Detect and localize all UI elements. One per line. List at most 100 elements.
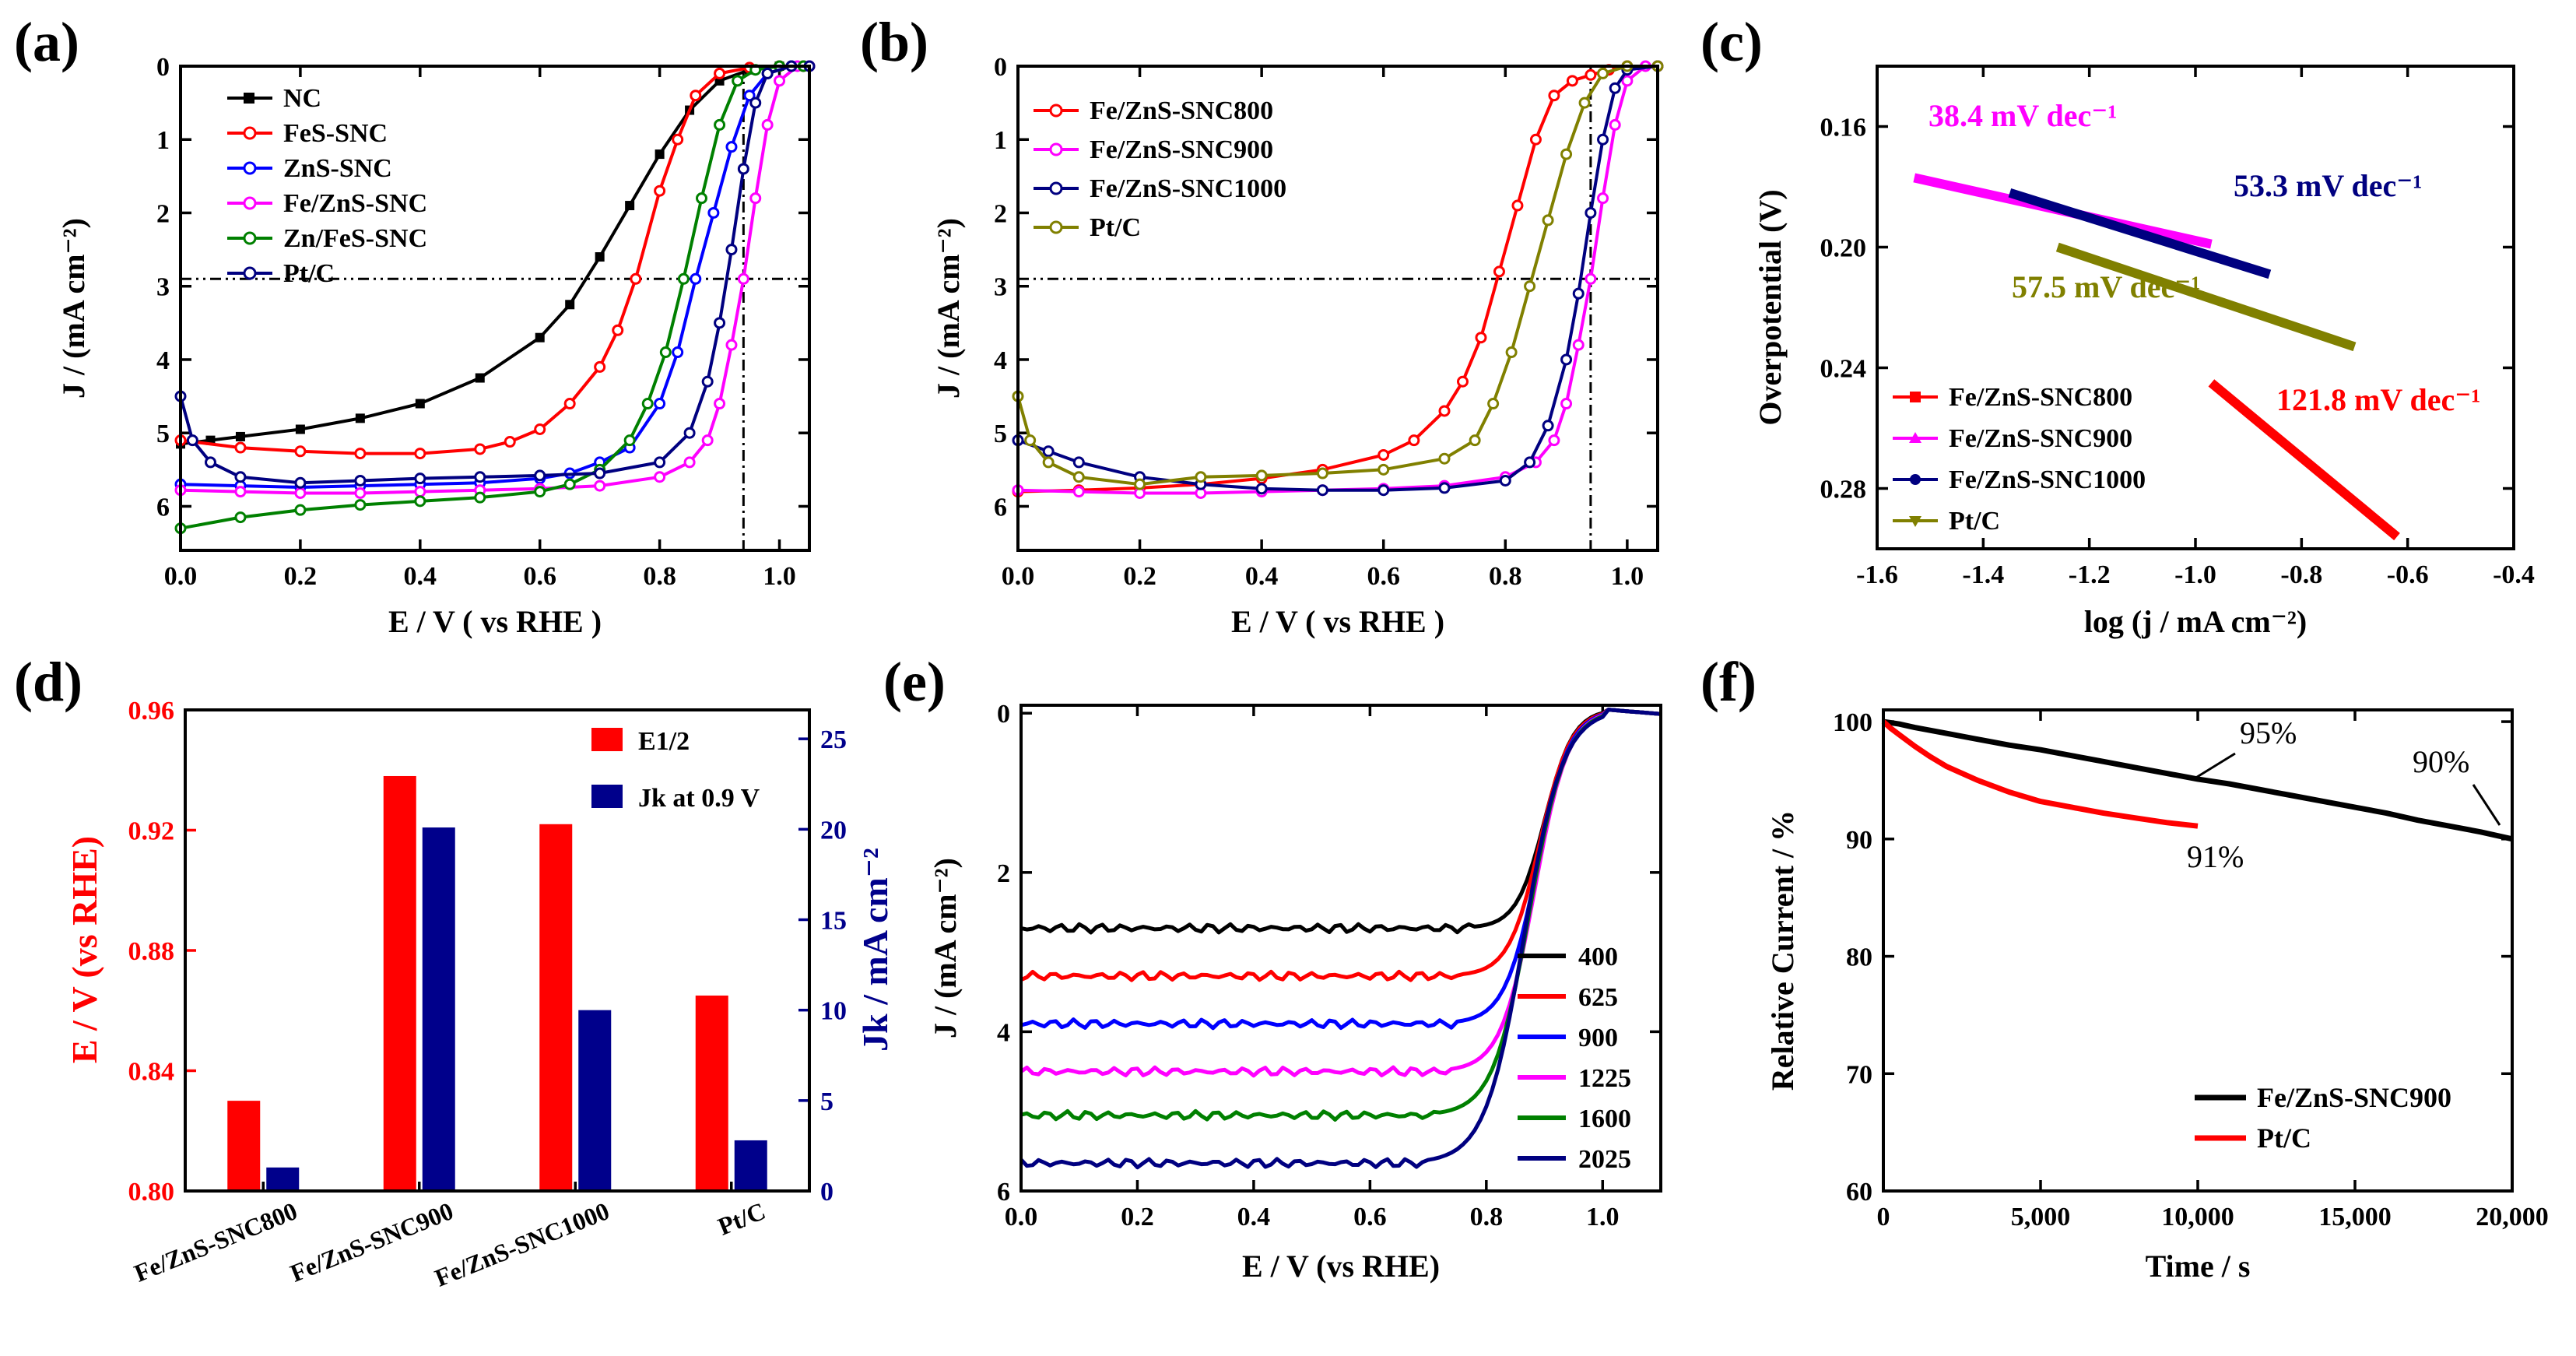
legend-a-label: Zn/FeS-SNC <box>283 224 427 253</box>
x-tick-label: 0.8 <box>1470 1203 1504 1231</box>
data-point <box>612 324 624 336</box>
bar-jk <box>266 1167 300 1191</box>
legend-f: Fe/ZnS-SNC900 Pt/C <box>2195 1082 2451 1154</box>
legend-c-item: Fe/ZnS-SNC1000 <box>1893 465 2146 494</box>
series-line <box>180 65 804 530</box>
x-tick-label: Fe/ZnS-SNC800 <box>130 1196 301 1287</box>
data-point <box>414 472 426 485</box>
data-point <box>1597 133 1609 146</box>
data-point <box>295 424 305 434</box>
legend-b-item: Fe/ZnS-SNC1000 <box>1034 174 1286 203</box>
bar-e-half <box>695 995 728 1191</box>
plot-e-area: 0.0 0.2 0.4 0.6 0.8 1.0 0 2 4 6 <box>997 700 1662 1231</box>
panel-d: (d) 0.80 0.84 0.88 0.92 0.96 0 5 10 15 20 25 Fe/ZnS… <box>14 651 895 1292</box>
data-point <box>672 133 684 146</box>
data-point <box>677 272 690 285</box>
panel-f: (f) 0 5,000 10,000 15,000 20,00060708090100 … <box>1700 651 2549 1284</box>
x-tick-label: Fe/ZnS-SNC1000 <box>430 1196 612 1292</box>
tafel-line <box>2055 242 2357 352</box>
y-tick-label: 0.28 <box>1820 476 1867 504</box>
data-point <box>1072 456 1085 469</box>
legend-e-item: 1600 <box>1518 1105 1631 1133</box>
plot-d-frame <box>184 708 811 1193</box>
data-point <box>204 456 216 469</box>
y-tick-label: 60 <box>1846 1178 1872 1207</box>
data-point <box>294 476 307 489</box>
tafel-label-1000: 53.3 mV dec⁻¹ <box>2234 168 2422 203</box>
plot-a-frame <box>179 65 811 552</box>
data-point <box>690 90 702 102</box>
legend-c-item: Fe/ZnS-SNC800 <box>1893 383 2132 412</box>
data-point <box>630 272 642 285</box>
legend-c-label: Fe/ZnS-SNC1000 <box>1949 465 2146 494</box>
data-point <box>1042 456 1055 469</box>
data-point <box>737 272 749 285</box>
legend-e: 400 625 900 1225 1600 2025 <box>1518 943 1631 1174</box>
data-point <box>475 373 485 383</box>
data-point <box>690 272 702 285</box>
y-tick-label: 6 <box>997 1178 1010 1207</box>
y-tick-label-right: 15 <box>820 907 847 936</box>
x-tick-label: -1.6 <box>1856 560 1898 589</box>
data-point <box>563 398 576 410</box>
y-tick-label-right: 25 <box>820 725 847 754</box>
data-point <box>474 491 486 504</box>
y-tick-label: 2 <box>997 859 1010 888</box>
data-point <box>234 471 247 483</box>
y-tick-label-right: 5 <box>820 1087 834 1116</box>
y-tick-label: 1 <box>994 126 1007 155</box>
rde-curve <box>1020 708 1662 982</box>
data-point <box>355 413 365 423</box>
x-tick-label: 0.6 <box>1353 1203 1387 1231</box>
legend-e-label: 400 <box>1578 943 1618 971</box>
data-point <box>235 431 245 441</box>
data-point <box>641 398 654 410</box>
legend-d-item: Jk at 0.9 V <box>591 784 760 813</box>
bar-e-half <box>383 775 416 1191</box>
panel-e: (e) 0.0 0.2 0.4 0.6 0.8 1.0 0 2 4 6 E / V (vs RHE… <box>883 651 1662 1284</box>
legend-a-label: Fe/ZnS-SNC <box>283 189 427 218</box>
panel-label-c: (c) <box>1700 11 1763 73</box>
data-point <box>654 471 666 483</box>
data-point <box>683 456 696 469</box>
x-tick-label: 10,000 <box>2161 1203 2234 1231</box>
data-point <box>354 499 367 511</box>
legend-e-label: 625 <box>1578 983 1618 1012</box>
data-point <box>1609 82 1621 94</box>
data-point <box>1024 434 1037 447</box>
x-tick-label: 0.4 <box>404 562 437 591</box>
panel-c: (c) -1.6 -1.4 -1.2 -1.0 -0.8 -0.6 -0.4 0.16 0.20… <box>1700 11 2535 639</box>
annotation-arrow-90 <box>2472 784 2501 826</box>
legend-e-item: 1225 <box>1518 1064 1631 1093</box>
data-point <box>594 467 606 480</box>
bar-jk <box>422 827 455 1191</box>
data-point <box>1585 206 1597 219</box>
data-point <box>659 346 672 359</box>
data-point <box>1195 471 1207 483</box>
data-point <box>1469 434 1481 447</box>
y-tick-label: 4 <box>994 346 1007 375</box>
annotation-arrow-95 <box>2194 752 2236 780</box>
legend-a-item: FeS-SNC <box>227 119 388 148</box>
plot-f-ylabel: Relative Current / % <box>1765 810 1800 1091</box>
y-tick-label: 0 <box>156 53 170 82</box>
data-point <box>1438 452 1451 465</box>
legend-a-item: NC <box>227 84 321 113</box>
legend-f-item: Pt/C <box>2195 1122 2311 1154</box>
legend-f-item: Fe/ZnS-SNC900 <box>2195 1082 2451 1113</box>
data-point <box>1499 474 1511 487</box>
legend-b: Fe/ZnS-SNC800 Fe/ZnS-SNC900 Fe/ZnS-SNC10… <box>1034 97 1286 242</box>
data-point <box>294 487 307 499</box>
data-point <box>565 300 575 310</box>
legend-b-item: Fe/ZnS-SNC800 <box>1034 97 1273 125</box>
data-point <box>1511 199 1524 212</box>
legend-a-label: ZnS-SNC <box>283 154 392 183</box>
plot-c-ylabel: Overpotential (V) <box>1753 189 1788 425</box>
data-point <box>1072 486 1085 498</box>
data-point <box>1493 265 1505 278</box>
data-point <box>749 97 762 109</box>
rde-curve <box>1020 708 1662 1122</box>
legend-e-item: 400 <box>1518 943 1618 971</box>
series-line <box>180 65 804 455</box>
data-point <box>1505 346 1518 359</box>
